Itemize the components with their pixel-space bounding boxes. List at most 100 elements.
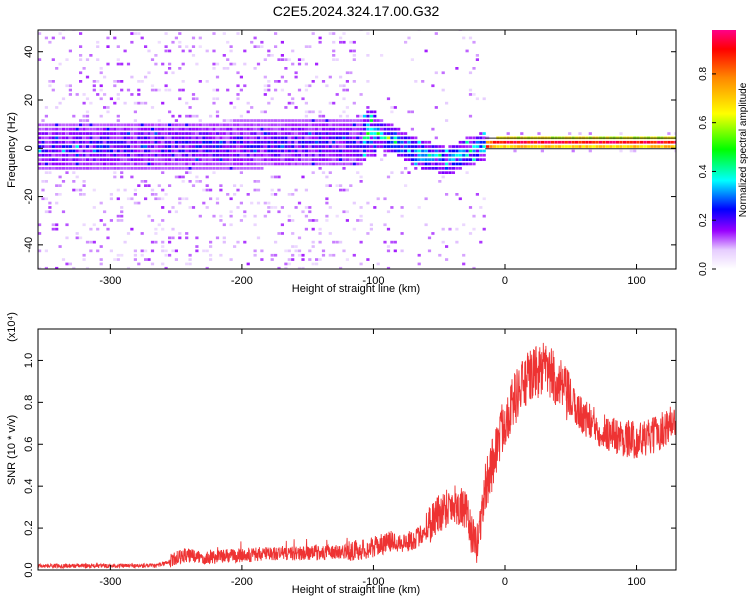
heatmap-cell [154, 54, 158, 57]
heatmap-cell [342, 188, 346, 192]
heatmap-cell [328, 32, 332, 35]
heatmap-cell [308, 84, 312, 88]
spectrogram-cells [38, 30, 676, 269]
heatmap-cell [236, 123, 240, 127]
heatmap-cell [161, 123, 165, 127]
heatmap-cell [178, 145, 182, 148]
heatmap-cell [103, 149, 107, 153]
heatmap-cell [161, 249, 165, 253]
heatmap-cell [458, 153, 462, 157]
heatmap-cell [304, 136, 308, 140]
heatmap-cell [332, 101, 336, 105]
heatmap-cell [123, 153, 127, 157]
heatmap-cell [321, 162, 326, 166]
heatmap-cell [270, 136, 274, 140]
heatmap-cell [250, 167, 254, 170]
heatmap-cell [458, 158, 462, 161]
heatmap-cell [304, 110, 308, 114]
heatmap-cell [386, 245, 391, 248]
heatmap-cell [578, 140, 582, 144]
heatmap-cell [256, 153, 261, 157]
heatmap-cell [55, 167, 59, 170]
heatmap-cell [311, 245, 315, 248]
heatmap-cell [304, 119, 308, 122]
heatmap-cell [239, 127, 243, 131]
heatmap-cell [72, 188, 76, 192]
heatmap-cell [164, 45, 168, 48]
heatmap-cell [345, 132, 349, 135]
heatmap-cell [44, 36, 48, 40]
heatmap-cell [174, 132, 178, 135]
heatmap-cell [178, 97, 182, 101]
heatmap-cell [287, 149, 291, 153]
heatmap-cell [212, 101, 216, 105]
heatmap-cell [191, 45, 196, 48]
heatmap-cell [99, 158, 103, 161]
heatmap-cell [51, 223, 55, 227]
heatmap-cell [472, 214, 476, 218]
heatmap-cell [150, 84, 155, 88]
heatmap-cell [157, 140, 161, 144]
heatmap-cell [263, 158, 267, 161]
heatmap-cell [140, 127, 144, 131]
heatmap-cell [212, 158, 216, 161]
heatmap-cell [475, 54, 479, 57]
heatmap-cell [229, 140, 233, 144]
heatmap-cell [178, 158, 182, 161]
heatmap-cell [164, 136, 168, 140]
heatmap-cell [339, 145, 343, 148]
heatmap-cell [270, 175, 274, 179]
heatmap-cell [123, 136, 127, 140]
heatmap-cell [537, 132, 541, 135]
heatmap-cell [38, 145, 42, 148]
heatmap-cell [291, 101, 295, 105]
heatmap-cell [260, 258, 264, 261]
heatmap-cell [72, 158, 76, 161]
heatmap-cell [75, 236, 79, 240]
heatmap-cell [427, 149, 432, 153]
heatmap-cell [215, 97, 220, 101]
heatmap-cell [386, 266, 391, 269]
heatmap-cell [140, 180, 144, 183]
heatmap-cell [277, 123, 281, 127]
heatmap-cell [345, 140, 349, 144]
heatmap-cell [38, 32, 42, 35]
heatmap-cell [468, 162, 473, 166]
heatmap-cell [352, 58, 356, 61]
heatmap-cell [68, 93, 72, 96]
heatmap-cell [616, 145, 620, 148]
heatmap-cell [65, 123, 69, 127]
heatmap-cell [263, 201, 267, 205]
heatmap-cell [209, 240, 213, 244]
heatmap-cell [325, 197, 329, 201]
heatmap-cell [653, 145, 657, 148]
heatmap-cell [38, 223, 42, 227]
heatmap-cell [55, 201, 59, 205]
heatmap-cell [195, 180, 199, 183]
heatmap-cell [366, 114, 370, 118]
heatmap-cell [243, 167, 247, 170]
heatmap-cell [188, 149, 192, 153]
heatmap-cell [359, 140, 363, 144]
heatmap-cell [188, 162, 192, 166]
heatmap-cell [55, 136, 59, 140]
heatmap-cell [212, 167, 216, 170]
heatmap-cell [544, 145, 548, 148]
heatmap-cell [404, 132, 408, 135]
heatmap-cell [445, 167, 449, 170]
heatmap-cell [79, 119, 83, 122]
heatmap-cell [150, 127, 155, 131]
heatmap-cell [362, 114, 367, 118]
heatmap-cell [315, 140, 319, 144]
heatmap-cell [304, 123, 308, 127]
heatmap-cell [253, 153, 257, 157]
heatmap-cell [205, 140, 209, 144]
heatmap-cell [280, 149, 284, 153]
y-tick-label: 20 [23, 94, 35, 106]
heatmap-cell [284, 162, 288, 166]
heatmap-cell [369, 153, 373, 157]
heatmap-cell [137, 201, 141, 205]
heatmap-cell [209, 162, 213, 166]
heatmap-cell [99, 153, 103, 157]
heatmap-cell [106, 127, 110, 131]
